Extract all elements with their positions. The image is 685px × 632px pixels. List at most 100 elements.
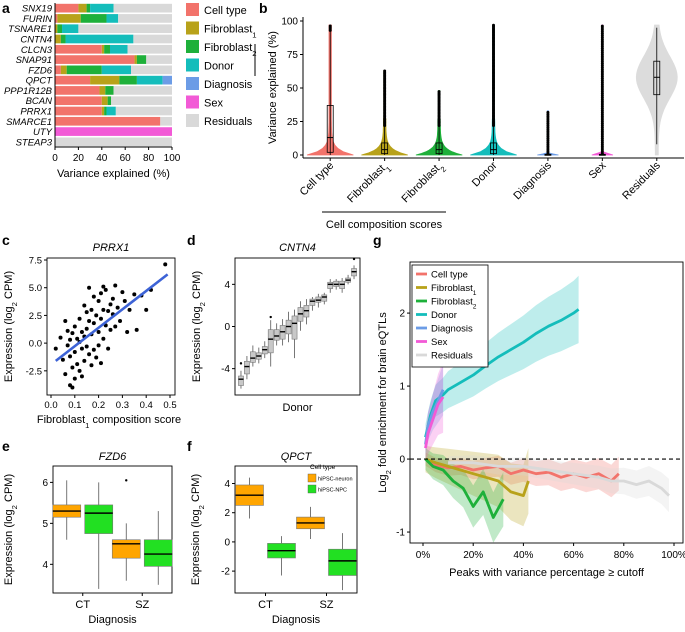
- scatter-point: [108, 302, 113, 307]
- y-tick-label: 4: [42, 560, 48, 571]
- scatter-point: [94, 313, 99, 318]
- scatter-point: [63, 318, 68, 323]
- x-tick-label-group: Residuals: [620, 159, 663, 202]
- bar-segment: [55, 75, 91, 85]
- x-tick-label: 0.2: [92, 400, 105, 411]
- x-tick-label-group: Fibroblast2: [400, 163, 448, 206]
- scatter-point: [89, 307, 94, 312]
- panel-label-g: g: [373, 232, 382, 248]
- outlier-point: [269, 315, 272, 319]
- gene-tick-label: QPCT: [26, 76, 54, 87]
- scatter-point: [91, 321, 96, 326]
- legend-swatch: [186, 77, 199, 90]
- x-tick-label-group: Donor: [470, 159, 500, 189]
- bar-segment: [160, 116, 172, 126]
- box: [250, 351, 256, 363]
- scatter-point: [72, 324, 77, 329]
- y-axis-title: Log2 fold enrichment for brain eQTLs: [377, 312, 393, 493]
- bar-segment: [55, 127, 172, 136]
- bar-segment: [78, 3, 87, 13]
- panel-label-b: b: [259, 0, 268, 16]
- scatter-point: [101, 336, 106, 341]
- y-tick-label: -2.5: [26, 366, 42, 377]
- scatter-point: [89, 363, 94, 368]
- y-tick-label: 0: [224, 322, 230, 333]
- y-tick-label: 0: [399, 455, 405, 466]
- scatter-point: [101, 307, 106, 312]
- legend-swatch: [307, 473, 317, 483]
- scatter-point: [77, 316, 82, 321]
- scatter-point: [82, 303, 87, 308]
- y-tick-label: -1: [396, 528, 405, 539]
- legend-swatch: [186, 3, 199, 16]
- scatter-point: [65, 328, 70, 333]
- bar-segment: [55, 34, 61, 44]
- x-tick-label-group: Diagnosis: [511, 159, 554, 202]
- x-tick-label: CT: [258, 599, 273, 611]
- x-tick-label: 0: [52, 153, 58, 164]
- y-tick-label: 100: [281, 17, 298, 28]
- outlier-point: [328, 24, 332, 28]
- x-tick-label: 80: [143, 153, 155, 164]
- scatter-point: [101, 284, 106, 289]
- bar-segment: [78, 24, 172, 34]
- y-tick-label: 2: [399, 309, 405, 320]
- panel-c-scatter-chart: PRRX1 0.0 0.1 0.2 0.3 0.4 0.5 -2.5 0.0 2.5 5.0 7.5 F…: [3, 242, 181, 430]
- bar-segment: [111, 96, 172, 106]
- legend-label: Residuals: [204, 116, 253, 128]
- x-tick-label: 100: [164, 153, 181, 164]
- scatter-point: [87, 318, 92, 323]
- scatter-point: [110, 296, 115, 301]
- bar-segment: [90, 75, 120, 85]
- panel-label-e: e: [2, 438, 10, 454]
- series-line: [448, 461, 670, 497]
- box: [238, 375, 244, 386]
- scatter-point: [96, 299, 101, 304]
- scatter-point: [53, 346, 58, 351]
- legend-title: Cell type: [310, 464, 336, 471]
- gene-tick-label: CLCN3: [21, 45, 53, 56]
- panel-d-box-chart: CNTN4 -4 0 4 Donor Expression (log2 CPM): [191, 242, 361, 414]
- x-tick-label: 80%: [614, 550, 634, 561]
- panel-label-f: f: [187, 438, 192, 454]
- plot-frame: [234, 257, 361, 396]
- y-axis-title-text: Expression (log2 CPM): [191, 271, 207, 382]
- panel-label-c: c: [2, 232, 10, 248]
- gene-tick-label: SNAP91: [16, 55, 52, 66]
- x-tick-label: 40: [96, 153, 108, 164]
- x-axis-title: Diagnosis: [88, 614, 137, 626]
- box: [291, 315, 298, 340]
- bar-segment: [115, 106, 172, 116]
- scatter-point: [106, 346, 111, 351]
- scatter-point: [87, 285, 92, 290]
- scatter-point: [77, 368, 82, 373]
- scatter-point: [108, 327, 113, 332]
- x-tick-label: SZ: [319, 599, 333, 611]
- scatter-point: [134, 327, 139, 332]
- bar-segment: [113, 3, 172, 13]
- box: [435, 142, 443, 155]
- scatter-point: [103, 287, 108, 292]
- legend-swatch: [307, 484, 317, 494]
- bar-segment: [55, 44, 102, 54]
- bar-segment: [127, 44, 172, 54]
- x-axis-title: Fibroblast1 composition score: [37, 414, 181, 430]
- gene-tick-label: PRRX1: [20, 107, 52, 118]
- y-tick-label: 50: [287, 84, 299, 95]
- y-tick-label: 0: [292, 151, 298, 162]
- bar-segment: [62, 24, 79, 34]
- series-line: [425, 457, 530, 498]
- legend-label: hiPSC-NPC: [318, 488, 347, 494]
- bar-segment: [55, 86, 100, 95]
- scatter-point: [75, 362, 80, 367]
- series-line: [424, 458, 505, 519]
- bar-segment: [66, 65, 102, 75]
- scatter-point: [84, 344, 89, 349]
- x-tick-label: Diagnosis: [511, 159, 554, 202]
- bar-segment: [109, 44, 128, 54]
- regression-line: [54, 273, 169, 362]
- panel-g-line-chart: 0% 20% 40% 60% 80% 100% -1 0 1 2 Peaks with varian…: [377, 261, 685, 579]
- legend-swatch: [186, 40, 199, 53]
- scatter-point: [91, 347, 96, 352]
- scatter-point: [82, 358, 87, 363]
